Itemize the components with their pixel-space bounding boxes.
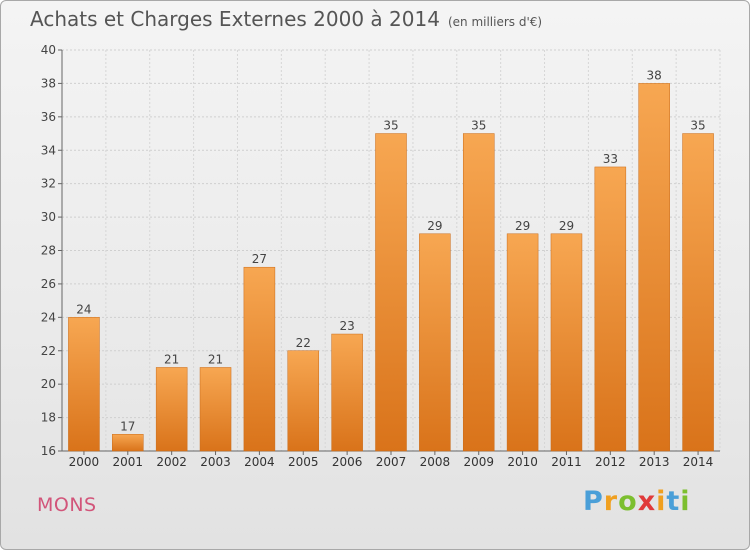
y-tick-label: 30 (41, 210, 56, 224)
chart-subtitle: (en milliers d'€) (447, 15, 543, 29)
chart-title: Achats et Charges Externes 2000 à 2014 (e… (30, 7, 542, 31)
y-tick-label: 28 (41, 244, 56, 258)
bar-2006 (331, 333, 363, 452)
data-label: 21 (208, 352, 223, 366)
y-tick-label: 24 (41, 310, 56, 324)
x-tick-label: 2001 (113, 455, 144, 469)
x-tick-label: 2002 (156, 455, 187, 469)
y-tick-label: 18 (41, 411, 56, 425)
y-tick-label: 20 (41, 377, 56, 391)
y-tick-label: 40 (41, 43, 56, 57)
logo-letter: r (603, 486, 619, 517)
x-tick-label: 2012 (595, 455, 626, 469)
data-label: 17 (120, 419, 135, 433)
x-tick-label: 2008 (420, 455, 451, 469)
x-tick-label: 2003 (200, 455, 231, 469)
title-text: Achats et Charges Externes 2000 à 2014 (30, 7, 440, 31)
data-label: 24 (76, 302, 91, 316)
bar-2005 (287, 350, 320, 452)
x-tick-label: 2011 (551, 455, 582, 469)
bar-2013 (638, 83, 670, 452)
logo-letter: P (583, 486, 604, 517)
logo-letter: x (637, 486, 657, 517)
x-tick-label: 2013 (639, 455, 670, 469)
data-label: 22 (296, 336, 311, 350)
labels: 16 18 20 22 24 26 28 30 32 34 36 38 40 24 2000 17 2001 21… (41, 43, 714, 469)
x-tick-label: 2006 (332, 455, 363, 469)
x-tick-label: 2010 (507, 455, 538, 469)
bar-2001 (112, 434, 144, 452)
y-tick-label: 36 (41, 110, 56, 124)
bar-2003 (199, 367, 232, 452)
data-label: 21 (164, 352, 179, 366)
bar-2002 (155, 367, 188, 452)
y-tick-label: 26 (41, 277, 56, 291)
proxiti-logo: Proxiti (583, 486, 691, 517)
data-label: 35 (690, 119, 705, 133)
bar-2012 (594, 166, 627, 452)
bars (68, 83, 714, 452)
logo-letter: o (618, 486, 638, 517)
y-tick-label: 22 (41, 344, 56, 358)
data-label: 27 (252, 252, 267, 266)
data-label: 29 (515, 219, 530, 233)
logo-letter: t (666, 486, 681, 517)
bar-2004 (243, 266, 276, 452)
data-label: 38 (647, 68, 662, 82)
data-label: 33 (603, 152, 618, 166)
logo-letter: i (680, 486, 691, 517)
bar-2014 (682, 133, 714, 452)
y-tick-label: 32 (41, 177, 56, 191)
commune-name: MONS (37, 494, 97, 516)
x-tick-label: 2009 (463, 455, 494, 469)
x-tick-label: 2000 (69, 455, 100, 469)
y-tick-label: 34 (41, 143, 56, 157)
x-tick-label: 2007 (376, 455, 407, 469)
data-label: 35 (383, 119, 398, 133)
bar-2010 (506, 233, 539, 452)
data-label: 29 (427, 219, 442, 233)
bar-2011 (550, 233, 583, 452)
x-tick-label: 2014 (683, 455, 714, 469)
x-tick-label: 2004 (244, 455, 275, 469)
y-tick-label: 16 (41, 444, 56, 458)
y-tick-label: 38 (41, 76, 56, 90)
data-label: 35 (471, 119, 486, 133)
x-tick-label: 2005 (288, 455, 319, 469)
logo-letter: i (656, 486, 667, 517)
bar-2008 (419, 233, 451, 452)
bar-2000 (68, 317, 100, 452)
data-label: 29 (559, 219, 574, 233)
data-label: 23 (339, 319, 354, 333)
bar-2007 (375, 133, 407, 452)
bar-2009 (462, 133, 495, 452)
